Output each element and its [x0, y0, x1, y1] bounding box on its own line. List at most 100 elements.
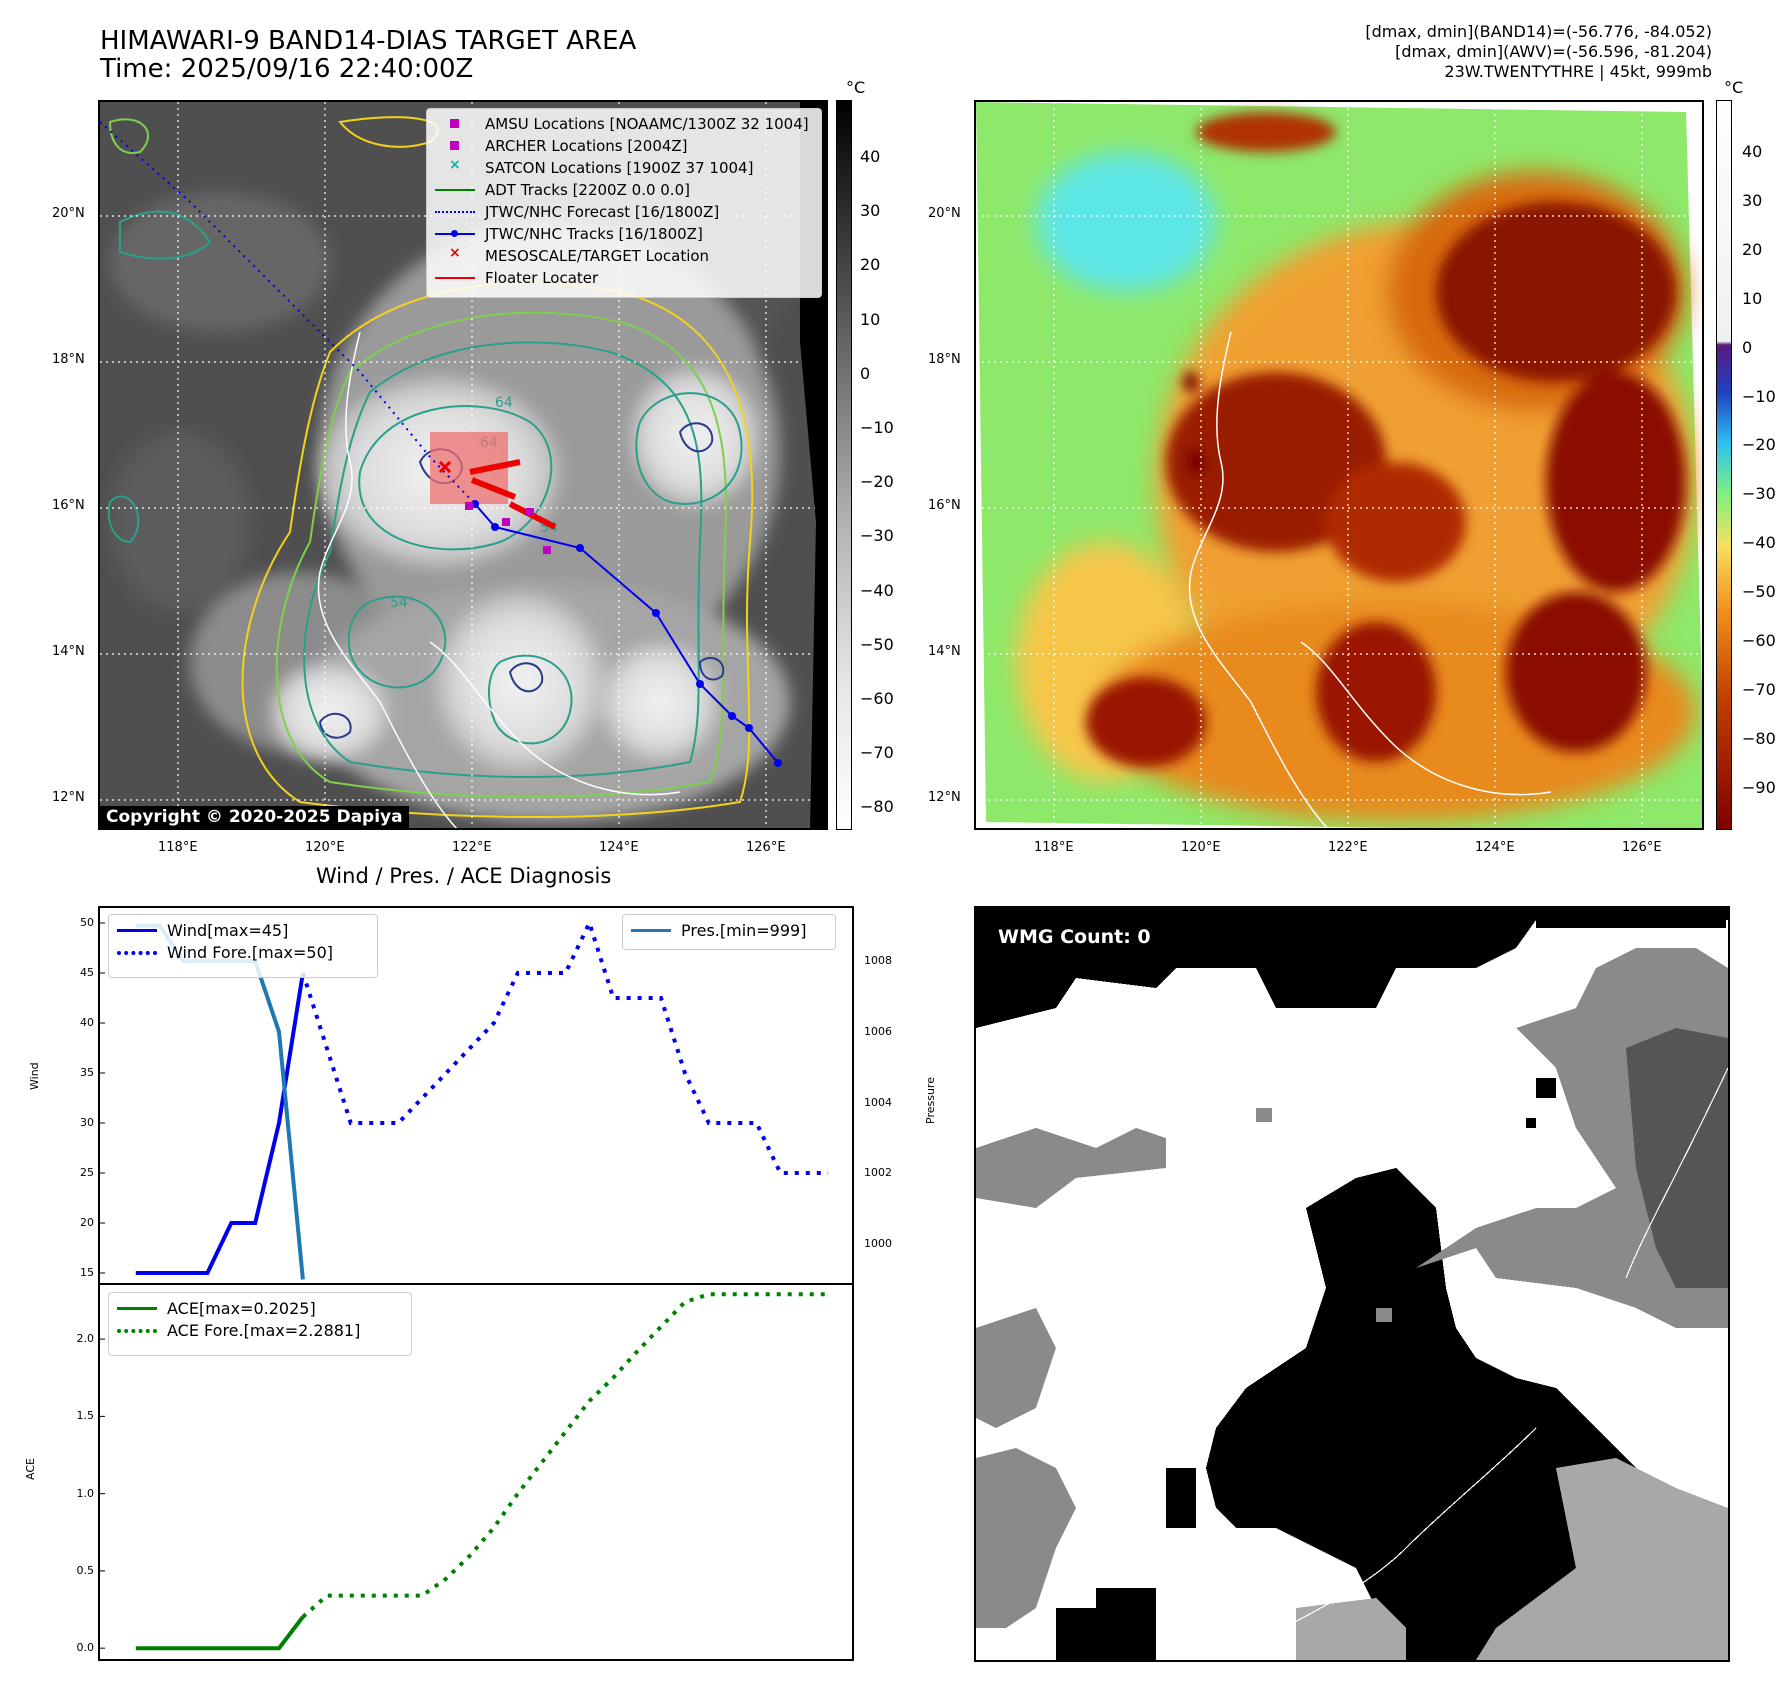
- info-band14: [dmax, dmin](BAND14)=(-56.776, -84.052): [1365, 22, 1712, 41]
- legend-label: Wind Fore.[max=50]: [167, 942, 333, 962]
- legend-label: Pres.[min=999]: [681, 920, 807, 940]
- gray-colorbar-unit: °C: [846, 78, 866, 97]
- info-awv: [dmax, dmin](AWV)=(-56.596, -81.204): [1395, 42, 1712, 61]
- y-tick-label: 2.0: [76, 1332, 95, 1346]
- target-location-marker: [438, 460, 452, 474]
- pressure-tick-label: 1006: [864, 1024, 892, 1038]
- x-marker-icon: ×: [449, 157, 461, 173]
- legend-label: AMSU Locations [NOAAMC/1300Z 32 1004]: [485, 115, 809, 133]
- colorbar-tick: −70: [1742, 679, 1776, 699]
- lon-tick: 118°E: [158, 840, 198, 855]
- dotted-line-icon: [117, 1325, 157, 1335]
- y-tick-label: 0.0: [76, 1641, 95, 1655]
- colorbar-tick: −50: [860, 634, 894, 654]
- pressure-axis-label: Pressure: [924, 1077, 937, 1124]
- color-coastline-south: [1300, 641, 1552, 796]
- lon-tick: 122°E: [1328, 840, 1368, 855]
- y-tick-label: 25: [80, 1166, 94, 1179]
- ir-color-map: [974, 100, 1704, 830]
- legend-item-amsu: AMSU Locations [NOAAMC/1300Z 32 1004]: [435, 113, 813, 135]
- colorbar-tick: 20: [860, 255, 881, 275]
- wmg-svg: [976, 908, 1728, 1660]
- copyright-badge: Copyright © 2020-2025 Dapiya: [100, 806, 409, 828]
- colorbar-tick: −60: [1742, 631, 1776, 650]
- colorbar-tick: 30: [860, 201, 881, 221]
- line-marker-icon: [117, 1303, 157, 1313]
- colorbar-tick: −40: [1742, 533, 1776, 553]
- lon-tick: 126°E: [746, 840, 786, 855]
- legend-label: ARCHER Locations [2004Z]: [485, 137, 688, 155]
- gray-colorbar: [836, 100, 852, 830]
- series-line-2: [135, 923, 305, 1280]
- wind-axis-label: Wind: [28, 1062, 41, 1090]
- legend-label: Wind[max=45]: [167, 920, 289, 940]
- line-marker-icon: [435, 273, 475, 283]
- legend-item-adt: ADT Tracks [2200Z 0.0 0.0]: [435, 179, 813, 201]
- line-marker-icon: [435, 185, 475, 195]
- ace-axis-label: ACE: [24, 1458, 37, 1480]
- colorbar-tick: −20: [860, 472, 894, 492]
- legend-item-satcon: × SATCON Locations [1900Z 37 1004]: [435, 157, 813, 179]
- dotted-line-icon: [117, 947, 157, 957]
- lon-tick: 124°E: [599, 840, 639, 855]
- colorbar-tick: 10: [1742, 288, 1763, 308]
- colorbar-tick: 40: [1742, 142, 1763, 161]
- lon-tick: 120°E: [305, 840, 345, 855]
- y-tick-label: 50: [80, 916, 94, 929]
- colorbar-tick: −10: [1742, 386, 1776, 406]
- pressure-tick-label: 1004: [864, 1095, 892, 1109]
- amsu-archer-markers: [465, 502, 551, 554]
- colorbar-tick: 0: [860, 363, 871, 383]
- legend-item-archer: ARCHER Locations [2004Z]: [435, 135, 813, 157]
- contour-label: 54: [390, 595, 408, 611]
- lon-tick: 124°E: [1475, 840, 1515, 855]
- y-tick-label: 1.5: [76, 1409, 95, 1423]
- wmg-coastline-south: [1225, 1427, 1537, 1660]
- legend-item-floater: Floater Locater: [435, 267, 813, 289]
- x-marker-icon: ×: [449, 245, 461, 261]
- colorbar-tick: 20: [1742, 239, 1763, 259]
- legend-item-wind-forecast: Wind Fore.[max=50]: [117, 941, 369, 963]
- figure-time: Time: 2025/09/16 22:40:00Z: [100, 54, 474, 84]
- legend-item-tracks: JTWC/NHC Tracks [16/1800Z]: [435, 223, 813, 245]
- colorbar-tick: −30: [860, 526, 894, 546]
- lon-tick: 120°E: [1181, 840, 1221, 855]
- gray-coastline-south: [429, 641, 681, 796]
- dotted-line-icon: [435, 207, 475, 217]
- line-marker-icon: [631, 925, 671, 935]
- lat-tick: 20°N: [52, 206, 85, 221]
- colorbar-tick: 40: [860, 147, 881, 166]
- y-tick-label: 35: [80, 1066, 94, 1079]
- legend-label: SATCON Locations [1900Z 37 1004]: [485, 159, 754, 177]
- legend-label: JTWC/NHC Forecast [16/1800Z]: [485, 203, 720, 221]
- square-marker-icon: [435, 119, 475, 129]
- color-colorbar: [1716, 100, 1732, 830]
- map-legend: AMSU Locations [NOAAMC/1300Z 32 1004] AR…: [426, 108, 822, 298]
- colorbar-tick: 30: [1742, 190, 1763, 210]
- colorbar-tick: −20: [1742, 435, 1776, 455]
- lat-tick: 20°N: [928, 206, 961, 221]
- lat-tick: 16°N: [928, 498, 961, 513]
- legend-item-target: × MESOSCALE/TARGET Location: [435, 245, 813, 267]
- series-line-0: [135, 1615, 305, 1651]
- lon-tick: 118°E: [1034, 840, 1074, 855]
- colorbar-tick: −10: [860, 418, 894, 437]
- colorbar-tick: −90: [1742, 777, 1776, 797]
- colorbar-tick: −70: [860, 743, 894, 763]
- wmg-panel: [974, 906, 1730, 1662]
- lat-tick: 12°N: [52, 790, 85, 805]
- contour-label: 64: [495, 395, 513, 411]
- ir-color-map-svg: [976, 102, 1702, 828]
- ace-chart: [98, 1283, 854, 1661]
- legend-item-pressure: Pres.[min=999]: [631, 919, 827, 941]
- diagnosis-title: Wind / Pres. / ACE Diagnosis: [316, 864, 612, 888]
- figure-title: HIMAWARI-9 BAND14-DIAS TARGET AREA: [100, 26, 637, 56]
- colorbar-tick: −80: [1742, 728, 1776, 748]
- colorbar-tick: 0: [1742, 337, 1753, 357]
- y-tick-label: 45: [80, 966, 94, 979]
- line-dot-icon: [435, 229, 475, 239]
- y-tick-label: 30: [80, 1116, 94, 1129]
- info-storm: 23W.TWENTYTHRE | 45kt, 999mb: [1444, 62, 1712, 81]
- legend-label: ACE[max=0.2025]: [167, 1298, 316, 1318]
- series-line-0: [135, 972, 305, 1275]
